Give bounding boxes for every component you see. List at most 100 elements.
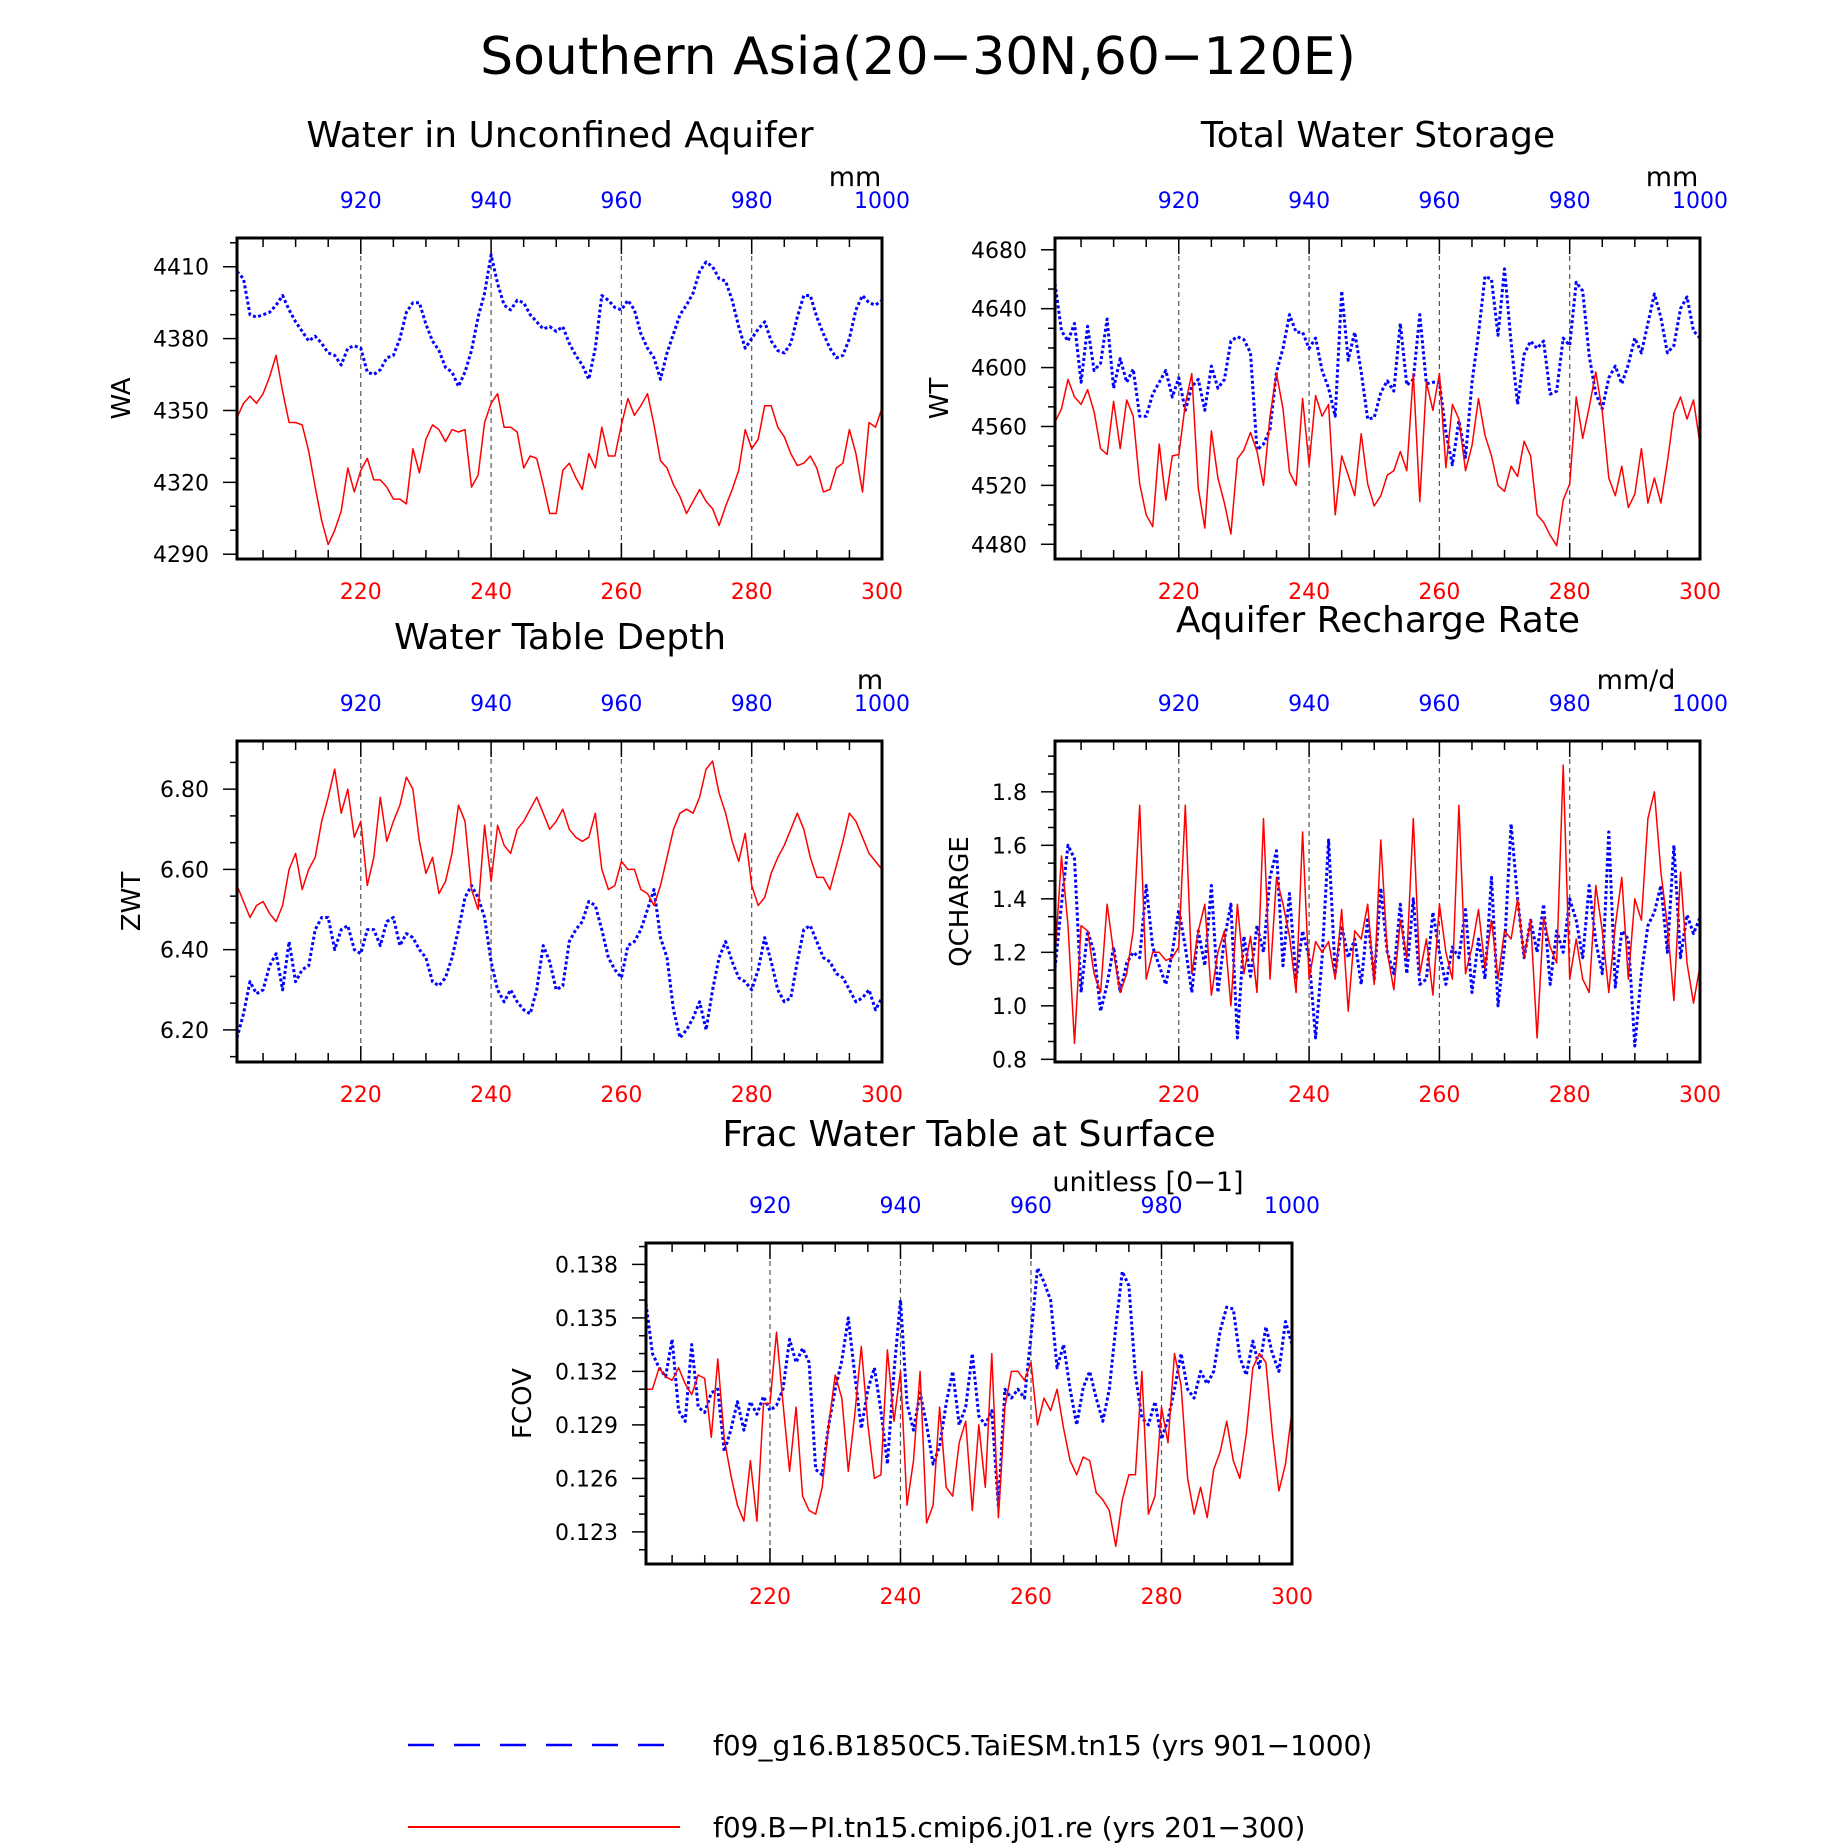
y-tick-label: 6.60 <box>160 858 209 883</box>
x-bottom-tick-label: 240 <box>470 1083 512 1108</box>
series-line-blue <box>1053 822 1702 1048</box>
panel-title: Total Water Storage <box>1200 115 1555 156</box>
y-tick-label: 4350 <box>153 399 209 424</box>
figure-title: Southern Asia(20−30N,60−120E) <box>480 27 1356 87</box>
x-top-tick-label: 1000 <box>854 692 910 717</box>
x-bottom-tick-label: 280 <box>1549 1083 1591 1108</box>
x-bottom-tick-label: 260 <box>600 1083 642 1108</box>
x-bottom-tick-label: 300 <box>1271 1585 1313 1610</box>
y-tick-label: 4380 <box>153 328 209 353</box>
series-line-red <box>1054 371 1701 547</box>
panel-title: Water Table Depth <box>394 617 726 658</box>
x-top-tick-label: 940 <box>1288 692 1330 717</box>
x-bottom-tick-label: 280 <box>1140 1585 1182 1610</box>
y-tick-label: 0.126 <box>555 1467 618 1492</box>
x-top-tick-label: 1000 <box>1264 1194 1320 1219</box>
x-top-tick-label: 980 <box>731 189 773 214</box>
x-bottom-tick-label: 220 <box>749 1585 791 1610</box>
units-label: unitless [0−1] <box>1052 1167 1243 1198</box>
y-tick-label: 4640 <box>971 298 1027 323</box>
x-top-tick-label: 960 <box>1418 189 1460 214</box>
x-top-tick-label: 940 <box>470 189 512 214</box>
x-top-tick-label: 980 <box>1549 692 1591 717</box>
x-top-tick-label: 940 <box>470 692 512 717</box>
units-label: mm <box>829 162 882 193</box>
y-tick-label: 0.123 <box>555 1521 618 1546</box>
series-line-red <box>236 760 883 923</box>
x-bottom-tick-label: 260 <box>1010 1585 1052 1610</box>
x-bottom-tick-label: 240 <box>1288 1083 1330 1108</box>
units-label: m <box>857 665 883 696</box>
x-top-tick-label: 960 <box>1418 692 1460 717</box>
y-axis-label: WA <box>107 377 137 419</box>
x-bottom-tick-label: 240 <box>1288 580 1330 605</box>
y-tick-label: 1.2 <box>992 941 1027 966</box>
plot-frame <box>235 739 884 1064</box>
y-axis-label: ZWT <box>117 872 147 932</box>
y-tick-label: 1.8 <box>992 781 1027 806</box>
x-top-tick-label: 960 <box>1010 1194 1052 1219</box>
y-tick-label: 0.129 <box>555 1414 618 1439</box>
x-top-tick-label: 940 <box>879 1194 921 1219</box>
panel-frac-water-table-at-surface: 220 240 260 280 300 920 940 960 980 1000 0.123 0.12… <box>508 1114 1320 1610</box>
x-top-tick-label: 980 <box>1140 1194 1182 1219</box>
y-axis-label: WT <box>925 378 955 420</box>
x-top-tick-label: 960 <box>600 692 642 717</box>
x-bottom-tick-label: 260 <box>600 580 642 605</box>
y-tick-label: 4480 <box>971 533 1027 558</box>
plot-frame <box>235 236 884 561</box>
x-bottom-tick-label: 300 <box>861 580 903 605</box>
panel-title: Aquifer Recharge Rate <box>1176 600 1580 641</box>
y-tick-label: 4600 <box>971 357 1027 382</box>
x-bottom-tick-label: 220 <box>1158 580 1200 605</box>
x-top-tick-label: 960 <box>600 189 642 214</box>
series-line-blue <box>235 253 883 388</box>
y-tick-label: 4680 <box>971 239 1027 264</box>
x-bottom-tick-label: 280 <box>731 580 773 605</box>
y-tick-label: 1.6 <box>992 834 1027 859</box>
y-tick-label: 0.8 <box>992 1048 1027 1073</box>
x-bottom-tick-label: 260 <box>1418 580 1460 605</box>
y-tick-label: 4410 <box>153 256 209 281</box>
y-tick-label: 4560 <box>971 415 1027 440</box>
x-top-tick-label: 940 <box>1288 189 1330 214</box>
series-line-red <box>1054 764 1701 1045</box>
x-bottom-tick-label: 240 <box>879 1585 921 1610</box>
panel-water-table-depth: 220 240 260 280 300 920 940 960 980 1000 6.20 6.40 6… <box>117 617 910 1108</box>
panel-aquifer-recharge-rate: 220 240 260 280 300 920 940 960 980 1000 0.8 1.0 1.2… <box>945 600 1728 1108</box>
y-axis-label: FCOV <box>508 1368 538 1439</box>
x-bottom-tick-label: 260 <box>1418 1083 1460 1108</box>
panel-title: Water in Unconfined Aquifer <box>306 115 813 156</box>
y-tick-label: 1.0 <box>992 995 1027 1020</box>
x-top-tick-label: 1000 <box>854 189 910 214</box>
legend-label-red: f09.B−PI.tn15.cmip6.j01.re (yrs 201−300) <box>713 1811 1305 1844</box>
y-tick-label: 0.135 <box>555 1307 618 1332</box>
plot-frame <box>1053 739 1702 1064</box>
panel-title: Frac Water Table at Surface <box>722 1114 1215 1155</box>
x-bottom-tick-label: 220 <box>340 580 382 605</box>
x-top-tick-label: 1000 <box>1672 692 1728 717</box>
y-tick-label: 6.80 <box>160 778 209 803</box>
x-bottom-tick-label: 220 <box>340 1083 382 1108</box>
y-tick-label: 0.132 <box>555 1360 618 1385</box>
y-tick-label: 6.40 <box>160 939 209 964</box>
y-tick-label: 6.20 <box>160 1019 209 1044</box>
x-top-tick-label: 980 <box>731 692 773 717</box>
y-tick-label: 4320 <box>153 471 209 496</box>
units-label: mm <box>1646 162 1699 193</box>
x-bottom-tick-label: 280 <box>731 1083 773 1108</box>
y-tick-label: 0.138 <box>555 1253 618 1278</box>
series-line-blue <box>235 884 884 1040</box>
legend: f09_g16.B1850C5.TaiESM.tn15 (yrs 901−100… <box>408 1729 1372 1844</box>
x-top-tick-label: 920 <box>1158 189 1200 214</box>
panel-total-water-storage: 220 240 260 280 300 920 940 960 980 1000 4480 4520 4… <box>925 115 1728 605</box>
x-bottom-tick-label: 300 <box>861 1083 903 1108</box>
legend-label-blue: f09_g16.B1850C5.TaiESM.tn15 (yrs 901−100… <box>713 1729 1372 1762</box>
y-tick-label: 4290 <box>153 543 209 568</box>
x-top-tick-label: 920 <box>340 692 382 717</box>
x-bottom-tick-label: 280 <box>1549 580 1591 605</box>
series-line-red <box>236 354 883 546</box>
y-axis-label: QCHARGE <box>945 836 975 967</box>
series-line-red <box>646 1331 1293 1547</box>
